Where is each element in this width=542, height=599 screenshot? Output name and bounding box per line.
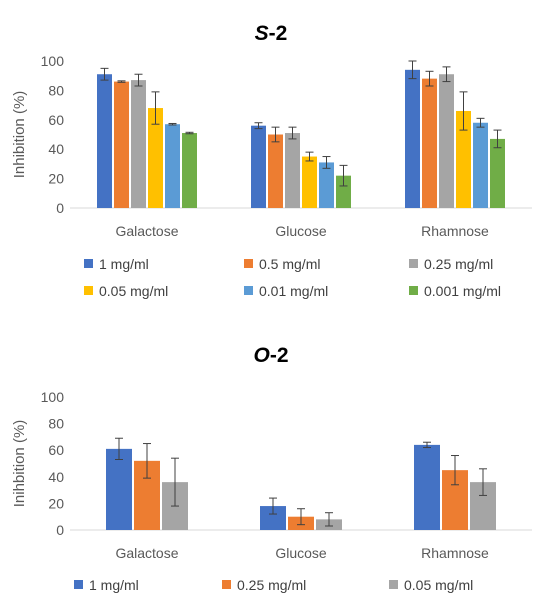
chart-title-prefix: S xyxy=(255,22,269,45)
error-bar xyxy=(288,126,297,140)
error-bar xyxy=(459,91,468,131)
legend-swatch xyxy=(74,580,83,589)
y-tick-label: 80 xyxy=(48,416,64,432)
category-label: Rhamnose xyxy=(421,545,489,561)
legend-swatch xyxy=(84,259,93,268)
y-tick-label: 0 xyxy=(56,522,64,538)
bar-0-01-mg-ml xyxy=(165,124,180,208)
bar-1-mg-ml xyxy=(405,69,420,208)
y-axis-label: Inhibition (%) xyxy=(11,91,28,179)
legend-swatch xyxy=(409,259,418,268)
error-bar xyxy=(322,156,331,169)
error-bar xyxy=(151,91,160,125)
y-tick-label: 40 xyxy=(48,469,64,485)
error-bar xyxy=(425,70,434,87)
y-tick-label: 100 xyxy=(41,53,65,69)
error-bar xyxy=(297,508,305,526)
bar-1-mg-ml xyxy=(260,506,286,530)
bar-0-01-mg-ml xyxy=(319,162,334,208)
y-tick-label: 40 xyxy=(48,141,64,157)
bar-0-25-mg-ml xyxy=(439,74,454,208)
category-label: Glucose xyxy=(275,545,327,561)
category-label: Glucose xyxy=(275,223,327,239)
legend-label: 0.01 mg/ml xyxy=(259,283,328,299)
legend-label: 0.25 mg/ml xyxy=(424,256,493,272)
chart-title: O-2 xyxy=(253,344,288,367)
error-bar xyxy=(271,126,280,143)
legend-swatch xyxy=(244,259,253,268)
legend-swatch xyxy=(84,286,93,295)
y-tick-label: 100 xyxy=(41,389,65,405)
y-tick-label: 20 xyxy=(48,171,64,187)
chart-title: S-2 xyxy=(255,22,288,45)
bar-0-01-mg-ml xyxy=(473,122,488,208)
y-tick-label: 20 xyxy=(48,495,64,511)
y-tick-label: 60 xyxy=(48,112,64,128)
bar-0-25-mg-ml xyxy=(131,80,146,208)
error-bar xyxy=(134,73,143,87)
error-bar xyxy=(100,67,109,81)
legend-label: 1 mg/ml xyxy=(89,577,139,593)
error-bar xyxy=(168,122,177,126)
bar-1-mg-ml xyxy=(97,74,112,208)
bar-1-mg-ml xyxy=(414,444,440,530)
error-bar xyxy=(171,457,179,507)
error-bar xyxy=(476,117,485,128)
legend-label: 0.05 mg/ml xyxy=(404,577,473,593)
error-bar xyxy=(339,164,348,187)
legend-swatch xyxy=(409,286,418,295)
error-bar xyxy=(442,66,451,83)
error-bar xyxy=(254,122,263,130)
bar-1-mg-ml xyxy=(251,125,266,208)
bar-0-5-mg-ml xyxy=(422,78,437,208)
chart-1: S-2 0 20 40 60 80 100 Inhibition (%) Galactose Gl… xyxy=(11,22,532,299)
legend-label: 0.25 mg/ml xyxy=(237,577,306,593)
bar-1-mg-ml xyxy=(106,448,132,530)
bar-0-05-mg-ml xyxy=(302,156,317,208)
bar-0-5-mg-ml xyxy=(114,81,129,208)
legend-swatch xyxy=(244,286,253,295)
legend: 1 mg/ml 0.25 mg/ml 0.05 mg/ml xyxy=(74,577,473,593)
chart-title-suffix: -2 xyxy=(270,344,289,367)
error-bar xyxy=(185,131,194,135)
y-tick-label: 0 xyxy=(56,200,64,216)
error-bar xyxy=(493,129,502,149)
legend-label: 0.5 mg/ml xyxy=(259,256,320,272)
bar-0-25-mg-ml xyxy=(285,133,300,208)
legend-label: 0.05 mg/ml xyxy=(99,283,168,299)
chart-title-prefix: O xyxy=(253,344,269,367)
y-tick-label: 80 xyxy=(48,82,64,98)
category-label: Galactose xyxy=(115,545,178,561)
bar-0-05-mg-ml xyxy=(148,108,163,208)
chart-title-suffix: -2 xyxy=(269,22,288,45)
error-bar xyxy=(451,455,459,486)
error-bar xyxy=(115,437,123,461)
bar-0-05-mg-ml xyxy=(456,110,471,208)
error-bar xyxy=(423,441,431,449)
bar-0-001-mg-ml xyxy=(336,175,351,208)
legend: 1 mg/ml 0.5 mg/ml 0.25 mg/ml 0.05 mg/ml 0.01… xyxy=(84,256,501,299)
error-bar xyxy=(479,468,487,496)
bar-0-001-mg-ml xyxy=(490,138,505,208)
error-bar xyxy=(408,60,417,80)
chart-2: O-2 0 20 40 60 80 100 Inihbition (%) Galactose Gl… xyxy=(11,344,532,593)
bar-0-5-mg-ml xyxy=(268,134,283,208)
y-axis-label: Inihbition (%) xyxy=(11,420,28,508)
error-bar xyxy=(269,497,277,515)
legend-label: 0.001 mg/ml xyxy=(424,283,501,299)
bar-0-001-mg-ml xyxy=(182,133,197,208)
category-label: Galactose xyxy=(115,223,178,239)
error-bar xyxy=(325,512,333,527)
error-bar xyxy=(143,443,151,479)
error-bar xyxy=(117,80,126,83)
y-tick-label: 60 xyxy=(48,442,64,458)
legend-swatch xyxy=(389,580,398,589)
legend-label: 1 mg/ml xyxy=(99,256,149,272)
legend-swatch xyxy=(222,580,231,589)
category-label: Rhamnose xyxy=(421,223,489,239)
error-bar xyxy=(305,151,314,162)
